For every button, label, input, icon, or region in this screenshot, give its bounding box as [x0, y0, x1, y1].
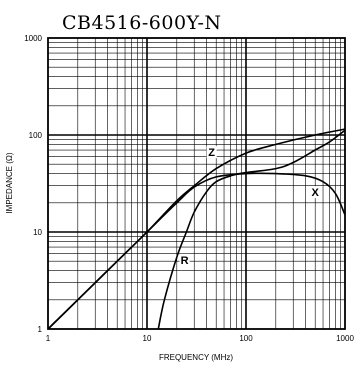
curve-label-z: Z [208, 147, 215, 159]
curve-label-r: R [181, 255, 189, 267]
series-x-line [47, 172, 346, 330]
y-tick-label: 1 [38, 325, 43, 334]
y-tick-label: 1000 [24, 34, 42, 43]
curves [47, 128, 346, 330]
y-tick-label: 100 [29, 131, 43, 140]
chart-title: CB4516-600Y-N [62, 12, 222, 34]
x-tick-label: 100 [239, 334, 253, 343]
x-tick-label: 1 [46, 334, 51, 343]
tick-labels: 1 10 100 1000 1 10 100 1000 [24, 34, 354, 343]
curve-label-background [206, 146, 217, 159]
x-tick-label: 10 [143, 334, 152, 343]
curve-labels: Z X R [179, 146, 321, 267]
plot-frame [47, 37, 346, 330]
curve-label-x: X [312, 187, 320, 199]
y-tick-label: 10 [33, 228, 42, 237]
curve-label-background [179, 253, 190, 266]
grid [48, 38, 345, 329]
series-r-line [157, 129, 346, 330]
curve-label-background [310, 186, 321, 199]
x-axis-label: FREQUENCY (MHz) [159, 353, 233, 362]
x-tick-label: 1000 [336, 334, 354, 343]
y-axis-label: IMPEDANCE (Ω) [5, 152, 14, 213]
